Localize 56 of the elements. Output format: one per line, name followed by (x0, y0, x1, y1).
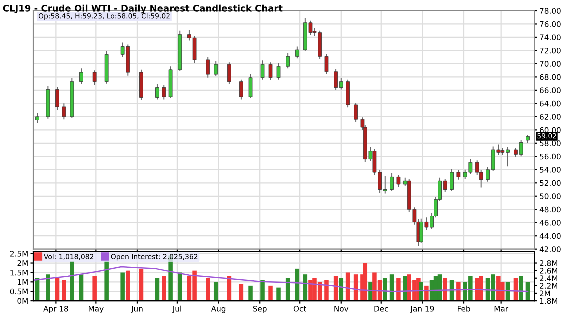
candlestick (346, 79, 350, 108)
bar (104, 261, 109, 302)
candlestick (228, 62, 232, 85)
bar (383, 278, 388, 302)
candlestick (276, 62, 281, 80)
candlestick (80, 68, 84, 85)
bar (62, 280, 66, 302)
chart-title: CLJ19 - Crude Oil WTI - Daily Nearest Candlestick Chart (3, 4, 283, 14)
bar (206, 278, 210, 302)
bar (519, 276, 524, 302)
candlestick (286, 52, 290, 70)
candlestick (56, 86, 60, 111)
candlestick (206, 56, 210, 78)
bar (276, 288, 281, 302)
line-series (34, 266, 529, 292)
candlestick (248, 74, 253, 99)
candlestick (450, 168, 454, 192)
bar (162, 276, 166, 302)
candlestick (324, 54, 329, 76)
candlestick (92, 70, 97, 86)
bar (248, 286, 253, 302)
candlestick (239, 79, 244, 100)
candlestick (36, 112, 40, 124)
bar (178, 272, 182, 302)
bar (496, 276, 501, 302)
candlestick (354, 102, 358, 123)
candlestick (162, 84, 166, 100)
bar (260, 280, 265, 302)
bar (396, 278, 401, 302)
bar (324, 280, 329, 302)
bar (268, 286, 273, 302)
bar (479, 276, 484, 302)
bar (126, 270, 130, 302)
bar (79, 274, 84, 302)
candlestick (456, 170, 461, 180)
bar (46, 274, 50, 302)
bar (55, 278, 60, 302)
bar (70, 261, 74, 302)
bar (456, 282, 461, 302)
bar (239, 284, 244, 302)
bar (214, 282, 218, 302)
candlestick (62, 103, 66, 120)
bar (155, 278, 160, 302)
candlestick (295, 46, 300, 60)
bar (443, 278, 448, 302)
candlestick (396, 174, 401, 188)
bar (92, 276, 97, 302)
candlestick (390, 172, 394, 192)
bar (120, 272, 125, 302)
candlestick (156, 84, 160, 100)
bar (139, 268, 144, 302)
candlestick (214, 60, 218, 78)
candlestick (268, 62, 273, 81)
bar (419, 282, 424, 302)
candlestick (260, 60, 265, 80)
bar (424, 286, 429, 302)
